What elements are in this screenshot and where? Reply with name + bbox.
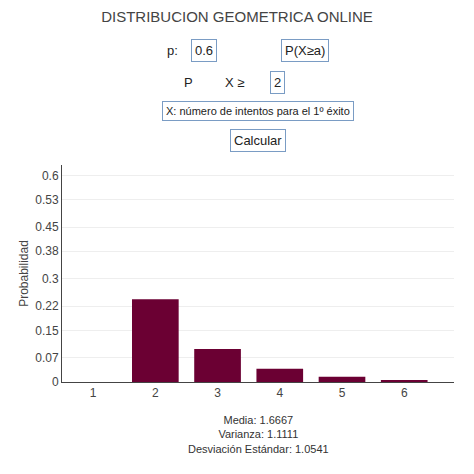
svg-text:5: 5 <box>339 386 346 400</box>
svg-text:X: número de intentos para el: X: número de intentos para el 1º éxito <box>166 105 350 117</box>
svg-text:P: P <box>184 75 193 90</box>
svg-text:Calcular: Calcular <box>234 133 282 148</box>
svg-text:0.38: 0.38 <box>35 244 59 258</box>
svg-text:0.15: 0.15 <box>35 324 59 338</box>
svg-text:0.3: 0.3 <box>42 272 59 286</box>
svg-text:1: 1 <box>90 386 97 400</box>
svg-text:6: 6 <box>401 386 408 400</box>
svg-text:3: 3 <box>214 386 221 400</box>
svg-text:DISTRIBUCION GEOMETRICA ONLINE: DISTRIBUCION GEOMETRICA ONLINE <box>101 8 373 25</box>
svg-text:0.6: 0.6 <box>42 169 59 183</box>
svg-text:0.07: 0.07 <box>35 351 59 365</box>
svg-text:0.53: 0.53 <box>35 193 59 207</box>
svg-text:X ≥: X ≥ <box>225 75 244 90</box>
svg-text:2: 2 <box>152 386 159 400</box>
svg-text:4: 4 <box>276 386 283 400</box>
svg-text:0: 0 <box>52 375 59 389</box>
svg-text:p:: p: <box>167 43 178 58</box>
svg-text:0.22: 0.22 <box>35 299 59 313</box>
svg-text:0.45: 0.45 <box>35 220 59 234</box>
svg-text:P(X≥a): P(X≥a) <box>285 43 325 58</box>
svg-text:0.6: 0.6 <box>195 43 213 58</box>
svg-text:2: 2 <box>274 75 281 90</box>
svg-text:Probabilidad: Probabilidad <box>17 240 31 307</box>
svg-text:Media: 1.6667Varianza: 1.1111D: Media: 1.6667Varianza: 1.1111Desviación … <box>188 414 329 455</box>
